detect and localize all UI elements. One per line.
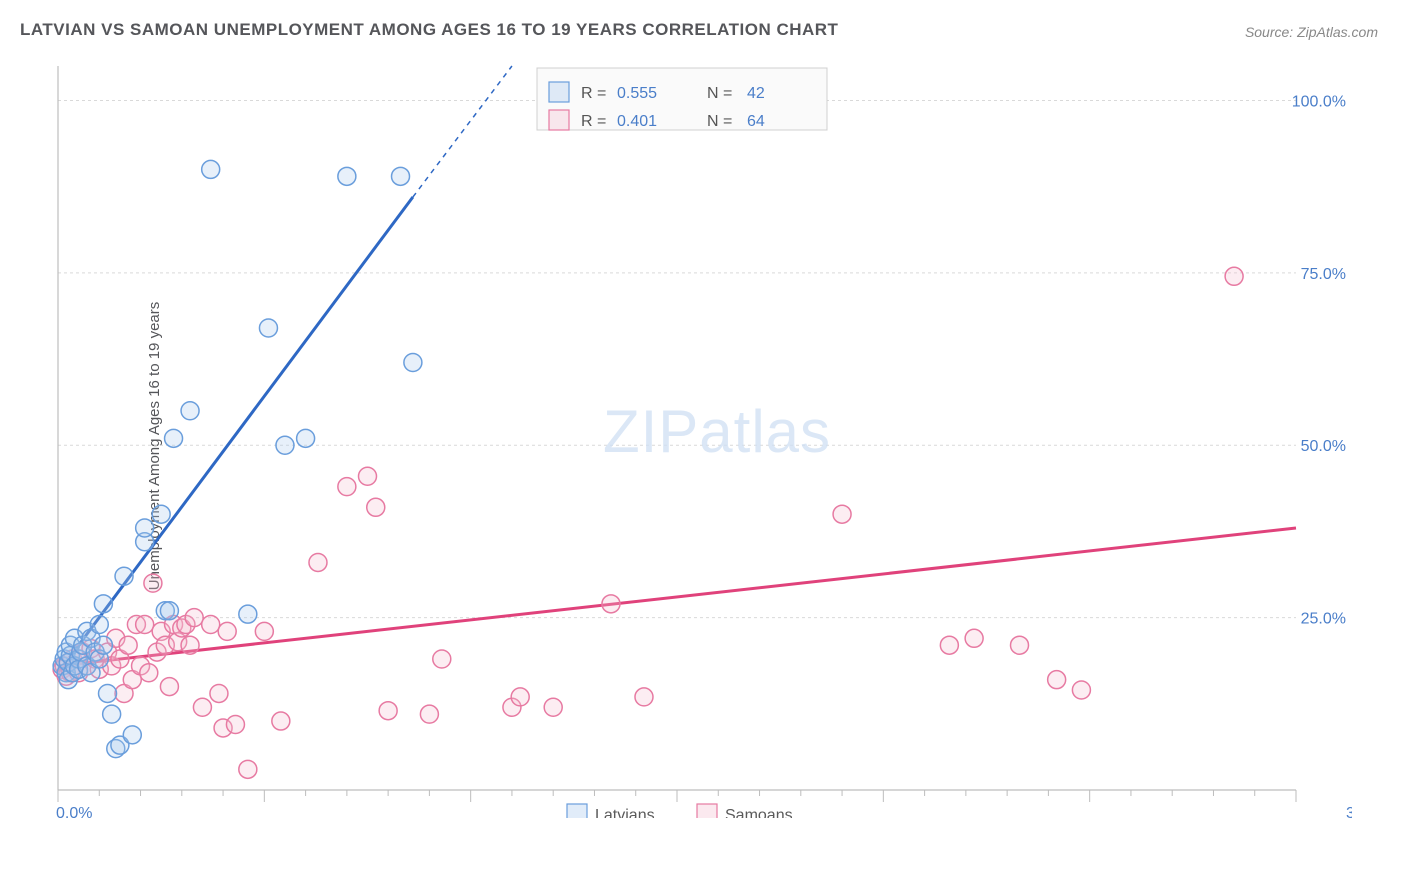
point-samoans [136,616,154,634]
point-samoans [272,712,290,730]
point-samoans [359,467,377,485]
legend-n-label: N = [707,85,732,102]
point-latvians [115,567,133,585]
point-samoans [181,636,199,654]
point-latvians [202,160,220,178]
point-samoans [160,678,178,696]
bottom-legend-swatch-latvians [567,804,587,818]
legend-r-value: 0.401 [617,113,657,130]
point-samoans [218,622,236,640]
legend-n-value: 64 [747,113,765,130]
point-samoans [144,574,162,592]
point-samoans [226,715,244,733]
point-samoans [309,553,327,571]
x-min-label: 0.0% [56,805,92,818]
bottom-legend-label-samoans: Samoans [725,807,793,818]
legend-r-label: R = [581,85,606,102]
x-max-label: 30.0% [1346,805,1352,818]
point-samoans [202,616,220,634]
trend-line-samoans [58,528,1296,666]
bottom-legend-label-latvians: Latvians [595,807,655,818]
point-samoans [210,684,228,702]
point-latvians [181,402,199,420]
trend-line-ext-latvians [413,66,512,197]
point-samoans [119,636,137,654]
point-samoans [635,688,653,706]
point-latvians [103,705,121,723]
legend-r-label: R = [581,113,606,130]
point-samoans [193,698,211,716]
point-samoans [833,505,851,523]
point-samoans [544,698,562,716]
legend-r-value: 0.555 [617,85,657,102]
point-latvians [404,353,422,371]
source-credit: Source: ZipAtlas.com [1245,24,1378,40]
legend-swatch-latvians [549,82,569,102]
point-samoans [338,478,356,496]
point-latvians [94,595,112,613]
point-samoans [940,636,958,654]
y-tick-label: 75.0% [1301,266,1346,283]
point-samoans [420,705,438,723]
point-latvians [99,684,117,702]
point-latvians [123,726,141,744]
scatter-chart-svg: 25.0% 50.0% 75.0% 100.0% 0.0% 30.0% ZIPatlas R … [52,58,1352,818]
y-tick-label: 25.0% [1301,611,1346,628]
y-tick-label: 100.0% [1292,93,1346,110]
point-latvians [392,167,410,185]
point-samoans [1011,636,1029,654]
point-latvians [160,602,178,620]
point-samoans [1048,671,1066,689]
y-tick-label: 50.0% [1301,438,1346,455]
point-samoans [1072,681,1090,699]
point-samoans [602,595,620,613]
legend-swatch-samoans [549,110,569,130]
chart-title: LATVIAN VS SAMOAN UNEMPLOYMENT AMONG AGE… [20,20,838,40]
point-latvians [136,519,154,537]
point-samoans [140,664,158,682]
point-latvians [239,605,257,623]
point-samoans [185,609,203,627]
point-latvians [338,167,356,185]
point-samoans [255,622,273,640]
point-samoans [433,650,451,668]
point-latvians [165,429,183,447]
point-latvians [276,436,294,454]
point-latvians [259,319,277,337]
legend-n-value: 42 [747,85,765,102]
point-samoans [965,629,983,647]
bottom-legend-swatch-samoans [697,804,717,818]
point-latvians [94,636,112,654]
point-latvians [297,429,315,447]
point-samoans [1225,267,1243,285]
watermark: ZIPatlas [603,398,831,465]
point-samoans [239,760,257,778]
point-samoans [367,498,385,516]
point-latvians [152,505,170,523]
legend-n-label: N = [707,113,732,130]
point-latvians [90,616,108,634]
point-samoans [511,688,529,706]
chart-plot-area: 25.0% 50.0% 75.0% 100.0% 0.0% 30.0% ZIPatlas R … [52,58,1352,818]
point-samoans [379,702,397,720]
